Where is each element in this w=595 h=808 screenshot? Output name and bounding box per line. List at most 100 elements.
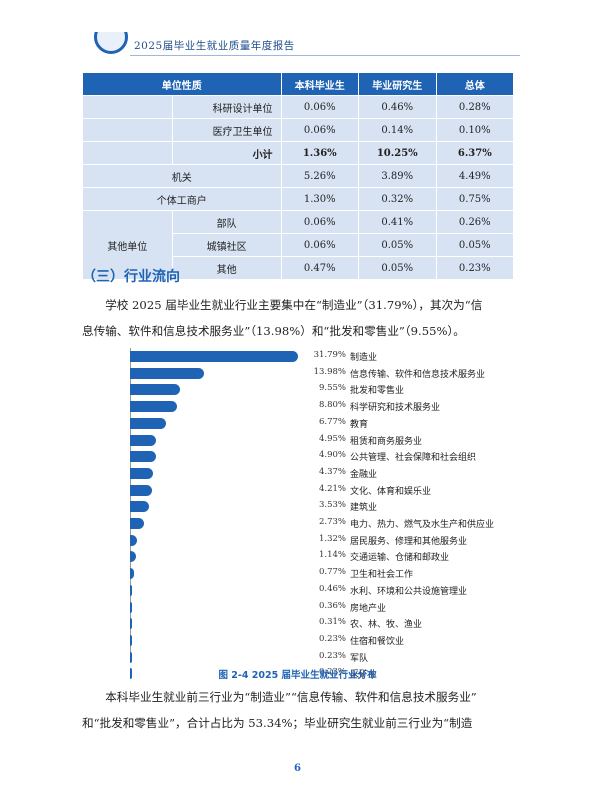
col-header-type: 单位性质 — [82, 72, 282, 96]
category-label: 采矿业 — [350, 670, 378, 681]
chart-row: 0.36% 房地产业 — [126, 599, 526, 616]
table-header-row: 单位性质 本科毕业生 毕业研究生 总体 — [82, 72, 515, 96]
chart-bar — [130, 601, 132, 613]
table-row: 其他单位 部队 0.06% 0.41% 0.26% — [82, 210, 515, 280]
row-label: 其他 — [171, 256, 282, 280]
table-row: 个体工商户 1.30% 0.32% 0.75% — [82, 187, 515, 211]
chart-row: 0.23% 住宿和餐饮业 — [126, 632, 526, 649]
chart-row: 1.14% 交通运输、仓储和邮政业 — [126, 548, 526, 565]
chart-row: 0.77% 卫生和社会工作 — [126, 565, 526, 582]
bar-data-label: 6.77% — [318, 416, 346, 427]
paragraph-line: 本科毕业生就业前三行业为“制造业”“信息传输、软件和信息技术服务业” — [105, 690, 477, 704]
chart-bar — [130, 618, 132, 630]
group-label: 其他单位 — [82, 210, 173, 280]
cell-value: 0.75% — [435, 187, 515, 211]
row-label: 医疗卫生单位 — [171, 118, 282, 142]
chart-bar — [130, 584, 133, 596]
chart-bar — [130, 668, 132, 680]
bar-data-label: 0.31% — [318, 617, 346, 628]
cell-value: 0.06% — [280, 210, 359, 234]
chart-bar — [130, 551, 137, 563]
chart-bar — [130, 401, 177, 413]
chart-row: 0.46% 水利、环境和公共设施管理业 — [126, 582, 526, 599]
col-header-grad: 毕业研究生 — [357, 72, 437, 96]
table-row: 机关 5.26% 3.89% 4.49% — [82, 164, 515, 188]
bar-data-label: 0.77% — [318, 567, 346, 578]
chart-bar — [130, 634, 132, 646]
bar-data-label: 3.53% — [318, 500, 346, 511]
cell-value: 3.89% — [357, 164, 437, 188]
col-header-undergrad: 本科毕业生 — [280, 72, 359, 96]
category-label: 金融业 — [350, 469, 378, 480]
chart-axis — [130, 348, 131, 654]
paragraph-line: 和“批发和零售业”，合计占比为 53.34%；毕业研究生就业前三行业为“制造 — [82, 716, 473, 730]
paragraph-line: 息传输、软件和信息技术服务业”（13.98%）和“批发和零售业”（9.55%）。 — [82, 324, 465, 338]
body-paragraph: 本科毕业生就业前三行业为“制造业”“信息传输、软件和信息技术服务业” 和“批发和… — [82, 684, 514, 736]
chart-bar — [130, 568, 135, 580]
page-header: 2025届毕业生就业质量年度报告 — [0, 0, 595, 58]
report-logo-icon — [92, 32, 128, 54]
category-label: 文化、体育和娱乐业 — [350, 486, 432, 497]
cell-value: 0.10% — [435, 118, 515, 142]
chart-bar — [130, 484, 153, 496]
cell-value: 0.05% — [357, 256, 437, 280]
page-number: 6 — [294, 763, 301, 774]
header-title: 2025届毕业生就业质量年度报告 — [134, 40, 295, 52]
category-label: 电力、热力、燃气及水生产和供应业 — [350, 520, 495, 530]
table-row: 科研设计单位 0.06% 0.46% 0.28% — [82, 95, 515, 119]
chart-row: 6.77% 教育 — [126, 415, 526, 432]
header-divider — [130, 55, 520, 56]
chart-row: 8.80% 科学研究和技术服务业 — [126, 398, 526, 415]
chart-row: 9.55% 批发和零售业 — [126, 381, 526, 398]
category-label: 建筑业 — [350, 503, 378, 514]
category-label: 批发和零售业 — [350, 386, 405, 397]
cell-value: 5.26% — [280, 164, 359, 188]
chart-row: 1.32% 居民服务、修理和其他服务业 — [126, 532, 526, 549]
chart-bar — [130, 451, 156, 463]
category-label: 水利、环境和公共设施管理业 — [350, 586, 468, 597]
cell-value: 0.46% — [357, 95, 437, 119]
chart-bar — [130, 434, 157, 446]
table-row: 医疗卫生单位 0.06% 0.14% 0.10% — [82, 118, 515, 142]
row-label: 个体工商户 — [82, 187, 282, 211]
bar-data-label: 4.21% — [318, 483, 346, 494]
row-label: 机关 — [82, 164, 282, 188]
row-label: 小计 — [171, 141, 282, 165]
cell-value: 1.36% — [280, 141, 359, 165]
chart-row: 4.37% 金融业 — [126, 465, 526, 482]
employer-type-table: 单位性质 本科毕业生 毕业研究生 总体 科研设计单位 0.06% 0.46% 0… — [82, 72, 515, 280]
cell-value: 0.06% — [280, 95, 359, 119]
chart-bar — [130, 651, 132, 663]
chart-row: 0.23% 采矿业 — [126, 665, 526, 682]
bar-data-label: 0.46% — [318, 583, 346, 594]
bar-data-label: 0.36% — [318, 600, 346, 611]
cell-value: 0.05% — [357, 233, 437, 257]
chart-bar — [130, 417, 166, 429]
cell-value: 0.41% — [357, 210, 437, 234]
category-label: 军队 — [350, 653, 369, 664]
bar-data-label: 13.98% — [313, 366, 346, 377]
chart-row: 3.53% 建筑业 — [126, 498, 526, 515]
chart-bar — [130, 467, 154, 479]
category-label: 教育 — [350, 419, 369, 430]
bar-data-label: 4.95% — [318, 433, 346, 444]
cell-value: 0.06% — [280, 118, 359, 142]
body-paragraph: 学校 2025 届毕业生就业行业主要集中在“制造业”（31.79%），其次为“信… — [82, 292, 514, 344]
cell-value: 0.26% — [435, 210, 515, 234]
category-label: 交通运输、仓储和邮政业 — [350, 553, 450, 564]
row-label: 城镇社区 — [171, 233, 282, 257]
cell-value: 0.32% — [357, 187, 437, 211]
bar-data-label: 9.55% — [318, 383, 346, 394]
bar-data-label: 0.23% — [318, 633, 346, 644]
chart-bar — [130, 518, 145, 529]
cell-value: 0.23% — [435, 256, 515, 280]
cell-value: 6.37% — [435, 141, 515, 165]
bar-data-label: 0.23% — [318, 667, 346, 678]
cell-value: 0.06% — [280, 233, 359, 257]
chart-bar — [130, 534, 137, 546]
col-header-total: 总体 — [435, 72, 515, 96]
cell-value: 4.49% — [435, 164, 515, 188]
chart-row: 4.90% 公共管理、社会保障和社会组织 — [126, 448, 526, 465]
category-label: 科学研究和技术服务业 — [350, 403, 441, 414]
cell-value: 10.25% — [357, 141, 437, 165]
